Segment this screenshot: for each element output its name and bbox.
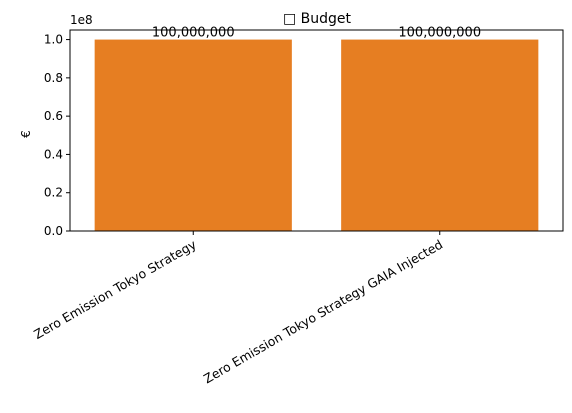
y-tick-label: 0.2: [44, 186, 63, 200]
y-tick-label: 0.4: [44, 147, 63, 161]
y-tick-label: 0.8: [44, 71, 63, 85]
data-labels-group: 100,000,000 100,000,000: [152, 26, 481, 41]
bar-value-label: 100,000,000: [398, 26, 481, 41]
chart-title: □ Budget: [283, 11, 352, 27]
y-axis-ticks: 0.0 0.2 0.4 0.6 0.8 1.0: [44, 33, 70, 238]
bars-group: [94, 39, 539, 232]
bar: [94, 39, 292, 232]
y-tick-label: 0.6: [44, 109, 63, 123]
y-tick-label: 1.0: [44, 33, 63, 47]
y-axis-label: €: [19, 130, 33, 138]
bar: [341, 39, 539, 232]
plot-frame: [69, 29, 564, 232]
y-tick-label: 0.0: [44, 224, 63, 238]
y-offset-text: 1e8: [70, 13, 93, 27]
bar-value-label: 100,000,000: [152, 26, 235, 41]
